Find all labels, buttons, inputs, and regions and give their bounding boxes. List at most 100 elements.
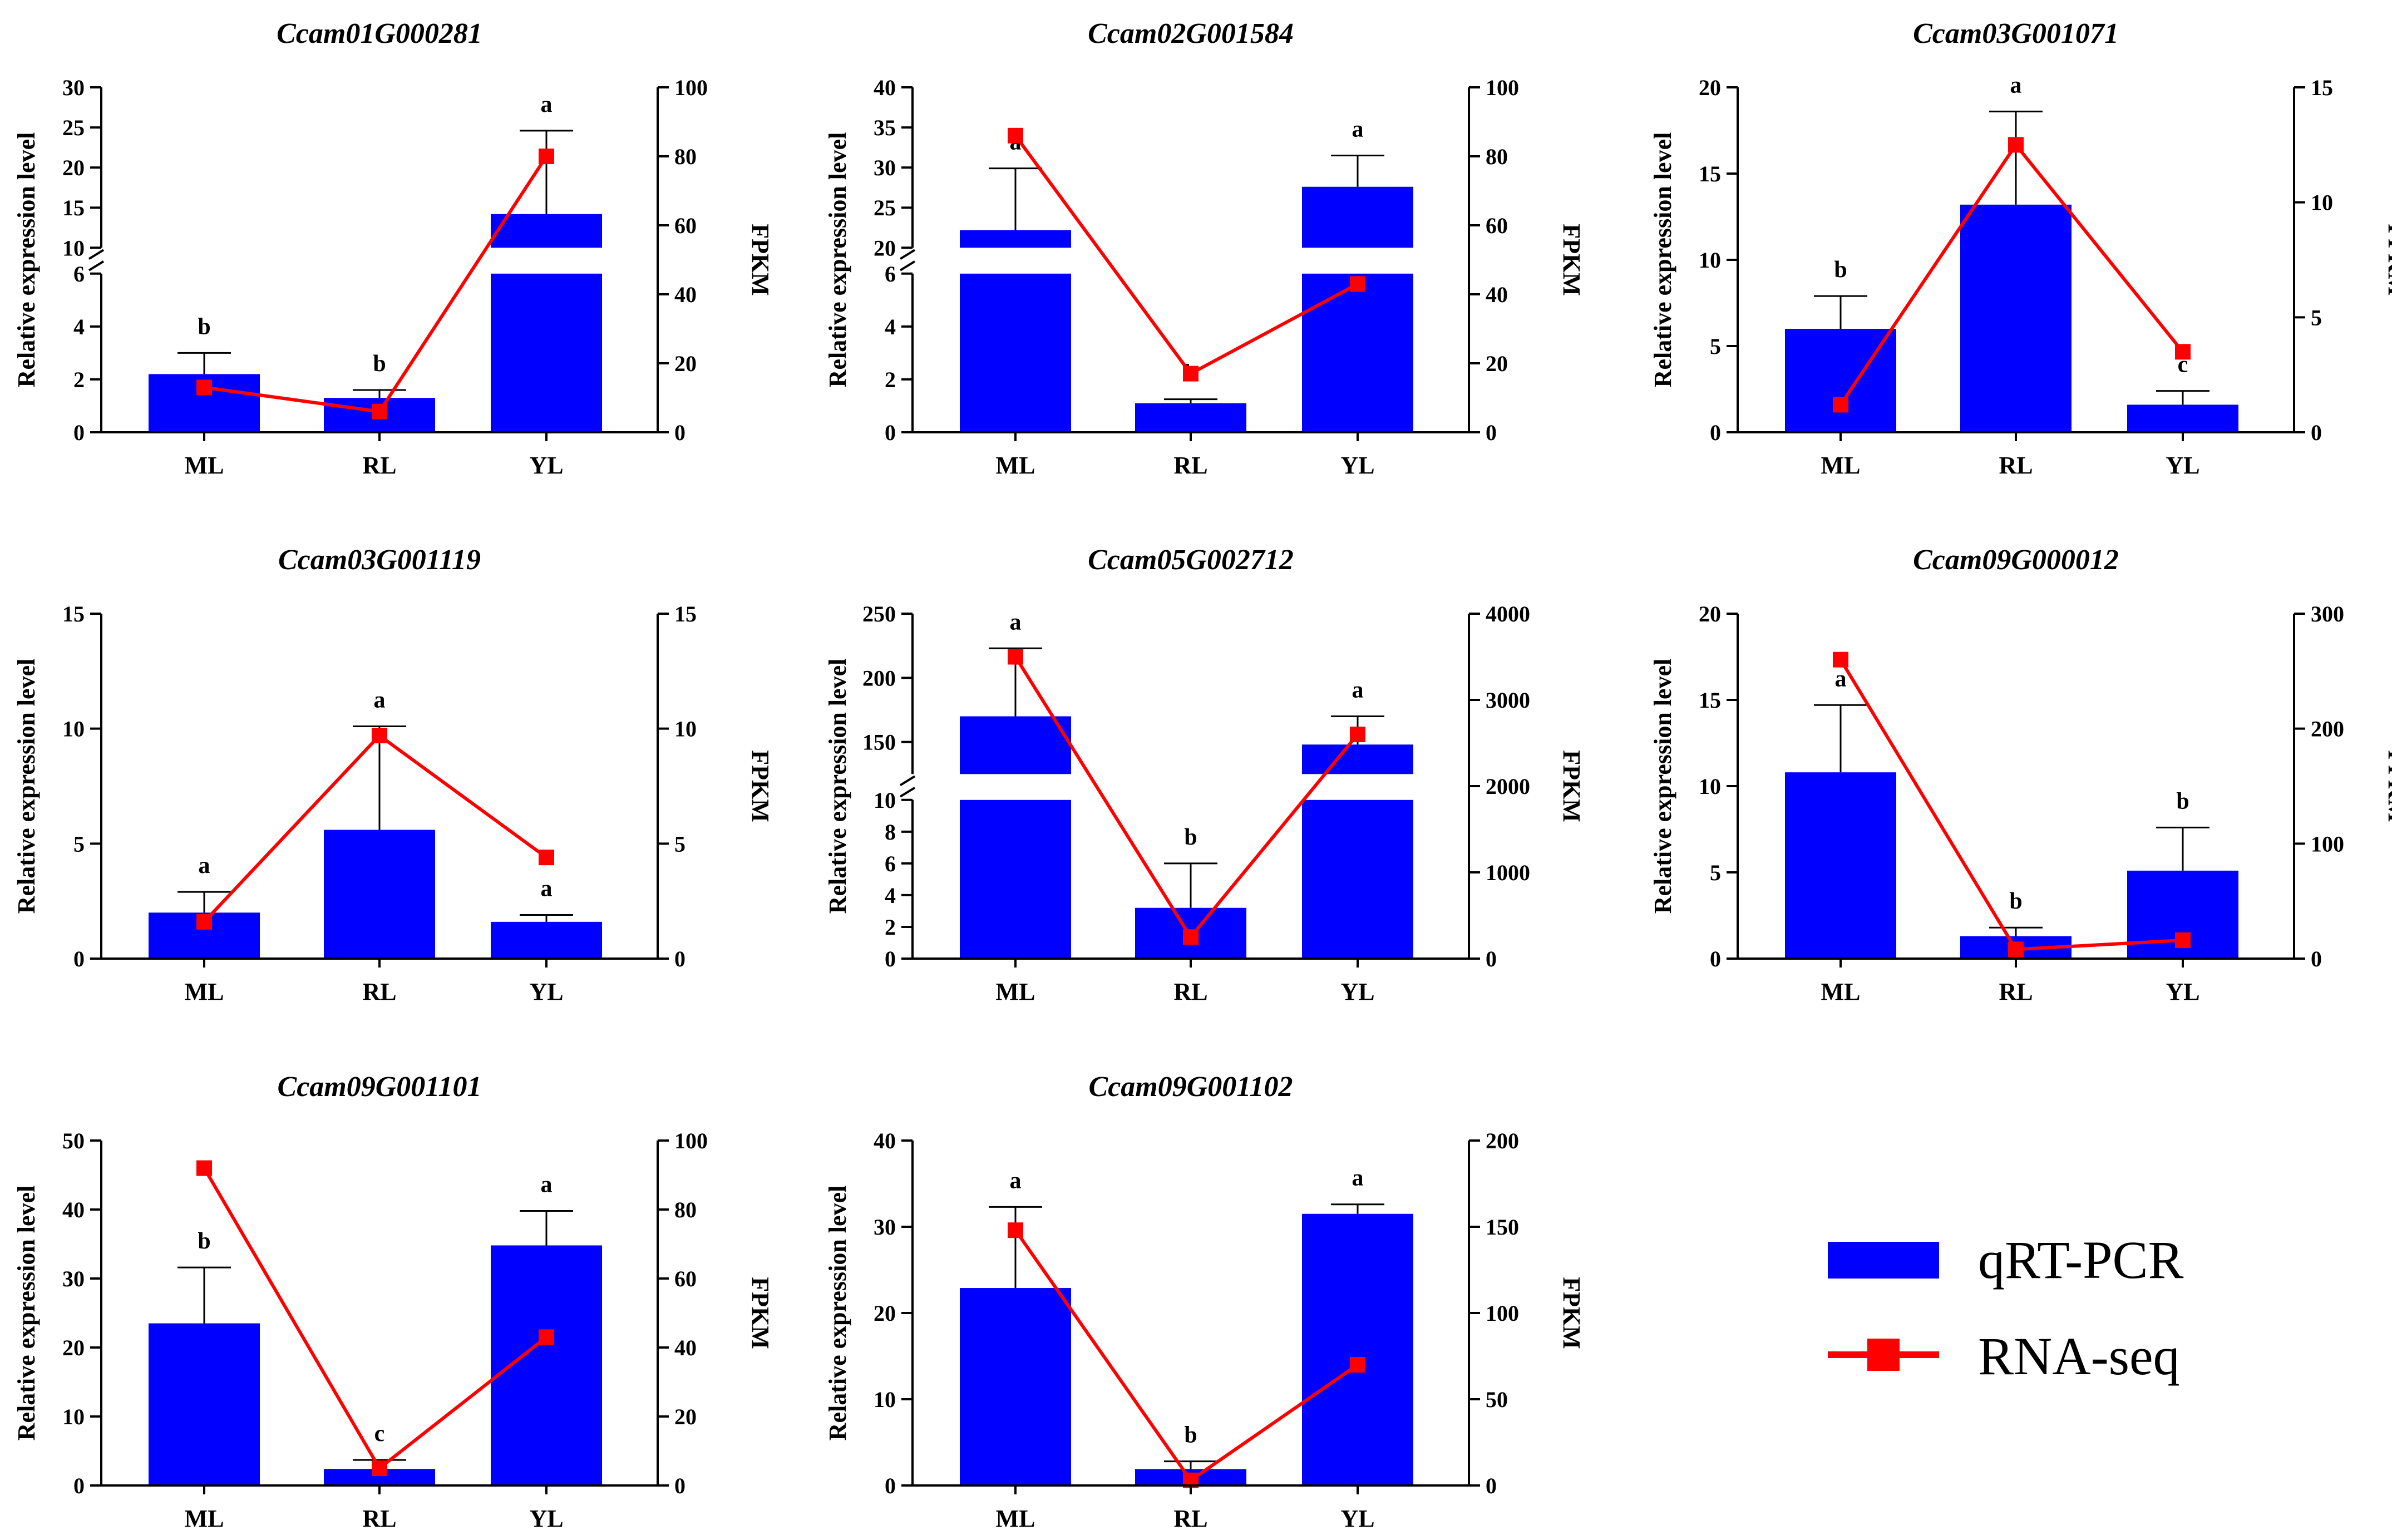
x-category-label: YL [2166, 452, 2199, 479]
y2-tick-label: 200 [2311, 717, 2344, 742]
chart-panel-ccam05g002712: Ccam05G002712 a b a 0 2 4 6 8 10 150 200 250 0 1000 200… [824, 544, 1585, 1005]
y2-tick-label: 40 [674, 282, 697, 307]
chart-panel-ccam02g001584: Ccam02G001584aba024620253035400204060801… [824, 18, 1585, 479]
y-tick-label: 0 [1710, 420, 1721, 445]
rna-seq-marker [1350, 1357, 1365, 1373]
rna-seq-marker [196, 914, 212, 930]
y2-tick-label: 0 [1486, 420, 1497, 445]
significance-letter: b [373, 351, 386, 377]
bar-yl-upper [1302, 186, 1413, 248]
rna-seq-marker [1008, 649, 1023, 665]
y2-tick-label: 50 [1486, 1387, 1508, 1412]
chart-panel-ccam01g000281: Ccam01G000281 b b a 0 2 4 610 15 20 25 30 0 20 40 60 80 1… [13, 18, 774, 479]
x-category-label: ML [185, 978, 224, 1005]
rna-seq-marker [1833, 397, 1848, 413]
y2-tick-label: 0 [2311, 946, 2322, 971]
chart-title: Ccam09G001101 [278, 1071, 482, 1103]
bar-yl [491, 921, 602, 959]
bar-yl-lower [491, 273, 602, 432]
significance-letter: a [541, 1172, 553, 1197]
y2-tick-label: 60 [674, 1266, 697, 1291]
chart-title: Ccam05G002712 [1088, 544, 1294, 576]
x-category-label: YL [1340, 452, 1374, 479]
rna-seq-marker [539, 149, 554, 164]
y-axis-title: Relative expression level [1649, 659, 1676, 914]
y2-tick-label: 0 [2311, 420, 2322, 445]
y2-tick-label: 15 [674, 601, 697, 626]
y2-tick-label: 3000 [1486, 688, 1530, 713]
chart-title: Ccam01G000281 [277, 18, 482, 50]
significance-letter: a [1352, 117, 1364, 142]
rna-seq-marker [372, 403, 387, 419]
significance-letter: a [2010, 72, 2022, 98]
bar-yl-upper [1302, 744, 1413, 774]
rna-seq-marker [2008, 941, 2024, 957]
legend-bar-label: qRT-PCR [1978, 1230, 2184, 1290]
y2-tick-label: 20 [674, 351, 697, 376]
y-tick-label: 10 [1699, 774, 1721, 799]
y-tick-label: 0 [73, 946, 85, 971]
bar-yl [491, 1245, 602, 1485]
x-category-label: RL [362, 452, 396, 479]
significance-letter: a [1352, 678, 1364, 703]
significance-letter: a [541, 876, 553, 901]
rna-seq-marker [1350, 727, 1365, 742]
y-tick-label: 6 [885, 261, 896, 287]
y-tick-label: 2 [885, 367, 896, 392]
chart-title: Ccam02G001584 [1088, 18, 1294, 50]
y2-tick-label: 40 [674, 1335, 697, 1360]
y2-tick-label: 5 [674, 831, 685, 856]
y-tick-label: 10 [62, 717, 85, 742]
rna-seq-marker [2008, 137, 2024, 153]
significance-letter: b [1184, 825, 1197, 850]
y-axis-title: Relative expression level [824, 132, 851, 388]
axis-break-mark [899, 775, 916, 787]
x-category-label: ML [996, 452, 1035, 479]
bar-rl [1135, 403, 1246, 432]
y2-tick-label: 5 [2311, 305, 2322, 330]
y-tick-label: 10 [874, 788, 896, 813]
x-category-label: RL [1999, 978, 2033, 1005]
y2-tick-label: 0 [674, 420, 685, 445]
rna-seq-marker [1183, 366, 1199, 382]
y-tick-label: 6 [73, 261, 85, 287]
y-tick-label: 150 [862, 730, 896, 755]
y-tick-label: 30 [62, 1266, 85, 1291]
rna-seq-marker [372, 728, 387, 744]
y2-tick-label: 4000 [1486, 601, 1530, 626]
y2-tick-label: 20 [674, 1404, 697, 1429]
y2-tick-label: 200 [1486, 1128, 1519, 1153]
x-category-label: RL [1999, 452, 2033, 479]
axis-break-mark [899, 787, 916, 798]
y-tick-label: 5 [1710, 860, 1721, 885]
y-tick-label: 25 [62, 115, 85, 140]
x-category-label: RL [1173, 1505, 1207, 1532]
rna-seq-marker [539, 850, 554, 866]
y-tick-label: 4 [885, 314, 896, 339]
significance-letter: b [2009, 889, 2022, 914]
significance-letter: a [1352, 1166, 1364, 1191]
x-category-label: ML [996, 1505, 1035, 1532]
y2-tick-label: 100 [674, 75, 708, 100]
y-tick-label: 40 [874, 1128, 896, 1153]
y2-tick-label: 20 [1486, 351, 1508, 376]
y2-tick-label: 80 [674, 144, 697, 169]
y2-tick-label: 2000 [1486, 774, 1530, 799]
y2-axis-title: FPKM [2383, 750, 2392, 822]
y-tick-label: 25 [874, 195, 896, 220]
rna-seq-marker [539, 1329, 554, 1345]
rna-seq-marker [372, 1460, 387, 1476]
x-category-label: ML [185, 452, 224, 479]
chart-panel-ccam03g001119: Ccam03G001119 a a a 0 5 10 15 0 5 10 15 ML RL YL Relati… [13, 544, 774, 1005]
x-category-label: YL [529, 452, 563, 479]
y2-tick-label: 100 [674, 1128, 708, 1153]
y-axis-title: Relative expression level [824, 659, 851, 914]
rna-seq-marker [196, 1160, 212, 1176]
y2-tick-label: 40 [1486, 282, 1508, 307]
y-tick-label: 30 [874, 1215, 896, 1240]
y2-tick-label: 10 [674, 717, 697, 742]
y2-tick-label: 150 [1486, 1215, 1519, 1240]
y2-axis-title: FPKM [1558, 1277, 1585, 1349]
